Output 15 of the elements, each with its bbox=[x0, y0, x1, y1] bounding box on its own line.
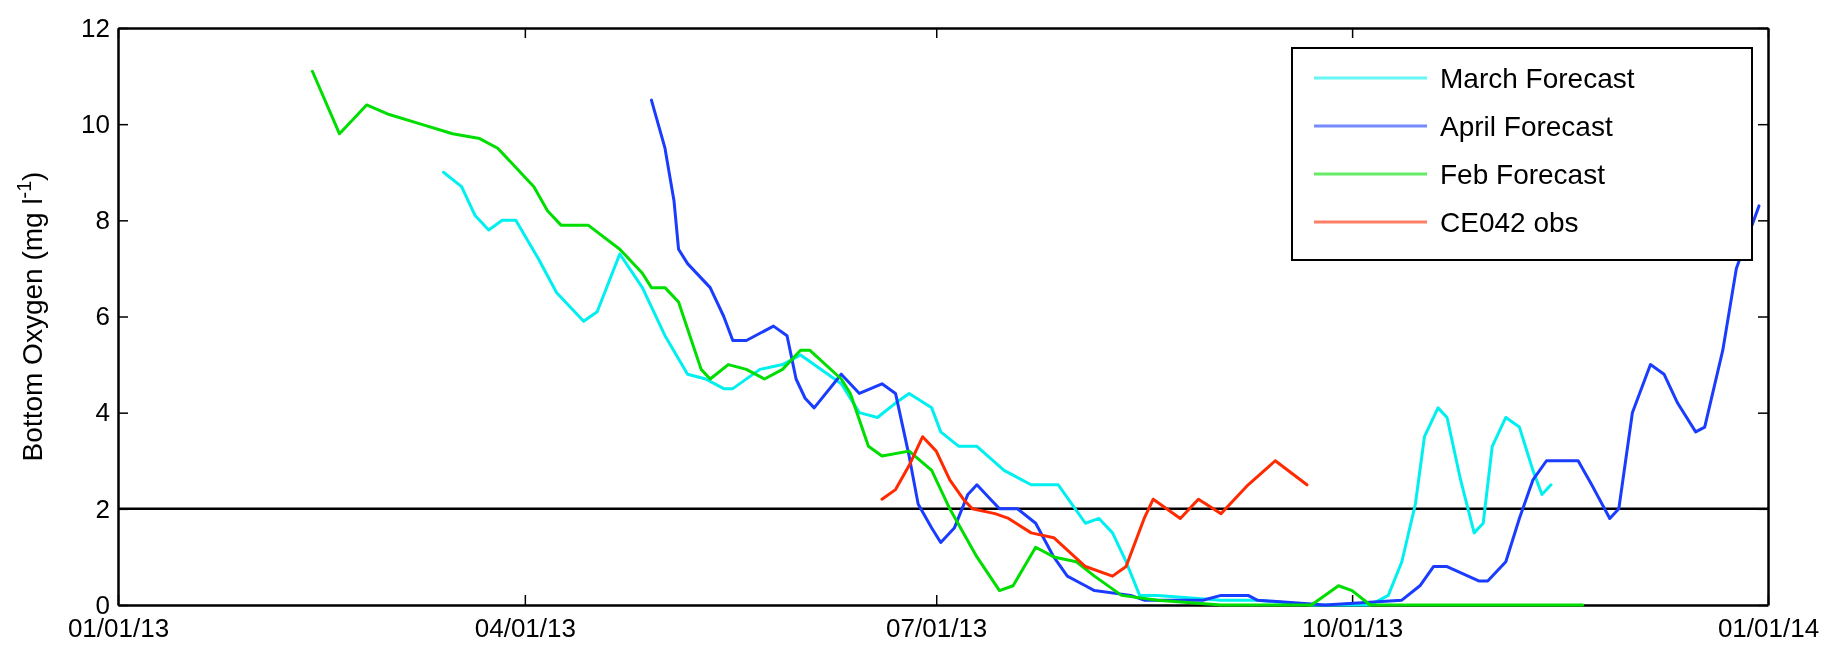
x-tick-label: 10/01/13 bbox=[1302, 613, 1404, 644]
y-tick-label: 4 bbox=[95, 397, 110, 428]
x-tick-label: 01/01/14 bbox=[1717, 613, 1820, 644]
legend-label: April Forecast bbox=[1440, 111, 1613, 142]
legend-label: CE042 obs bbox=[1440, 207, 1579, 238]
legend-label: Feb Forecast bbox=[1440, 159, 1606, 190]
x-tick-label: 01/01/13 bbox=[67, 613, 170, 644]
x-tick-label: 07/01/13 bbox=[886, 613, 988, 644]
y-tick-label: 12 bbox=[81, 12, 110, 43]
y-tick-label: 8 bbox=[95, 205, 110, 236]
x-tick-label: 04/01/13 bbox=[474, 613, 576, 644]
legend-label: March Forecast bbox=[1440, 63, 1635, 94]
y-tick-label: 10 bbox=[81, 108, 110, 139]
y-tick-label: 6 bbox=[95, 301, 110, 332]
y-tick-label: 2 bbox=[95, 493, 110, 524]
